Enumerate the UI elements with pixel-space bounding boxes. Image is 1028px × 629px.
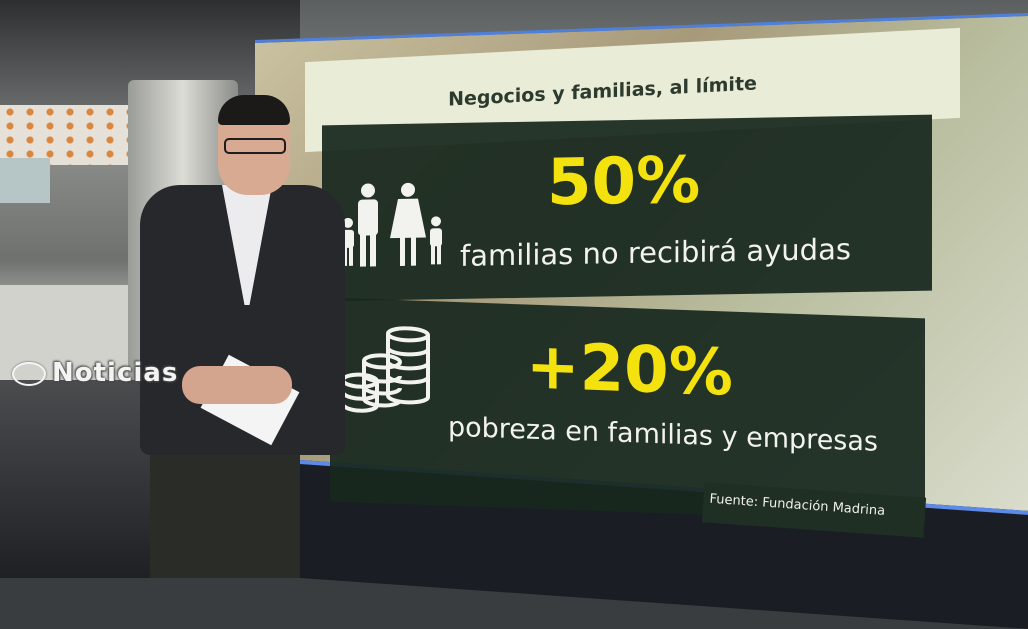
stat-value-poverty: +20%	[526, 329, 733, 411]
stat-label-families: familias no recibirá ayudas	[460, 232, 851, 273]
family-icon	[342, 182, 442, 267]
background-monitor	[0, 158, 50, 203]
stat-value-families: 50%	[547, 143, 701, 221]
graphic-title: Negocios y familias, al límite	[448, 72, 757, 111]
presenter-glasses	[224, 138, 286, 154]
coins-icon	[341, 326, 430, 413]
stat-label-poverty: pobreza en familias y empresas	[448, 411, 878, 458]
presenter-hands	[182, 366, 292, 404]
presenter-legs	[150, 440, 300, 578]
noticias-logo: Noticias	[52, 358, 179, 388]
stat-box-poverty: +20% pobreza en familias y empresas	[330, 297, 925, 523]
presenter-hair	[218, 95, 290, 125]
stat-box-families: 50% familias no recibirá ayudas	[322, 114, 932, 302]
antena3-logo-icon	[12, 362, 46, 386]
dotted-wall	[0, 105, 150, 165]
